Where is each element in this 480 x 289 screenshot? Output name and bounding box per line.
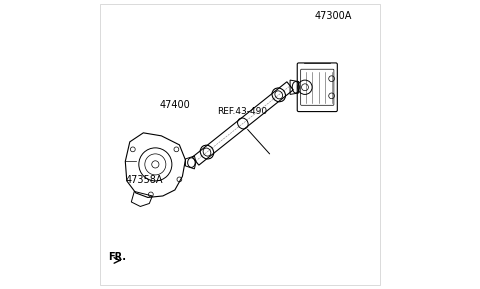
Text: FR.: FR. xyxy=(108,252,126,262)
Text: 47358A: 47358A xyxy=(125,175,163,185)
Text: REF.43-490: REF.43-490 xyxy=(217,107,267,116)
Text: 47400: 47400 xyxy=(160,100,191,110)
Text: 47300A: 47300A xyxy=(314,12,352,21)
